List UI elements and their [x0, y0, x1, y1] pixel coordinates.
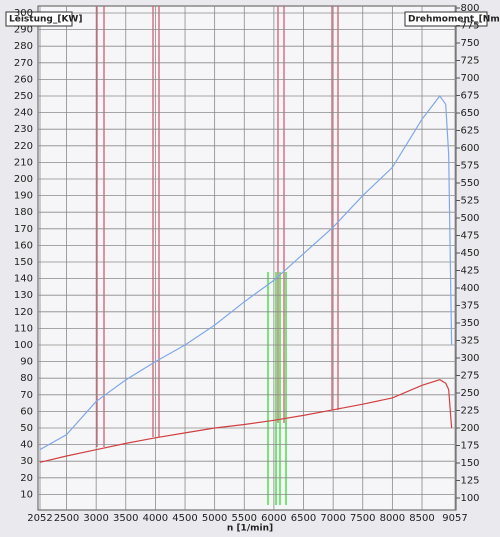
y2-tick-label: 575 [460, 161, 479, 172]
y-tick-label: 40 [20, 440, 33, 451]
x-tick-label: 3000 [83, 513, 108, 524]
y-tick-label: 80 [20, 373, 33, 384]
ylabel-box [5, 11, 73, 27]
y2-tick-label: 325 [460, 336, 479, 347]
y-tick-label: 70 [20, 390, 33, 401]
y2-tick-label: 275 [460, 371, 479, 382]
y2-tick-label: 625 [460, 126, 479, 137]
y2-tick-label: 700 [460, 73, 479, 84]
y-axis-label: Leistung_[KW] [9, 15, 82, 25]
y2-tick-label: 550 [460, 178, 479, 189]
y2-tick-label: 675 [460, 91, 479, 102]
y-tick-label: 230 [14, 124, 33, 135]
grid [38, 6, 456, 510]
x-tick-label: 7000 [320, 513, 345, 524]
y-tick-label: 250 [14, 91, 33, 102]
y2-tick-label: 725 [460, 56, 479, 67]
y2-tick-label: 600 [460, 143, 479, 154]
x-axis-label: n [1/min] [227, 524, 273, 534]
y2-tick-label: 775 [460, 21, 479, 32]
y-tick-label: 260 [14, 74, 33, 85]
y2-tick-label: 375 [460, 301, 479, 312]
y-tick-label: 190 [14, 191, 33, 202]
y-tick-label: 20 [20, 473, 33, 484]
x-tick-label: 6000 [261, 513, 286, 524]
y2-tick-label: 475 [460, 231, 479, 242]
x-tick-label: 2500 [54, 513, 79, 524]
series-line [39, 379, 453, 463]
y2-tick-label: 350 [460, 318, 479, 329]
y-tick-label: 170 [14, 224, 33, 235]
x-tick-label: 6500 [291, 513, 316, 524]
y-tick-label: 130 [14, 290, 33, 301]
x-tick-label: 4000 [143, 513, 168, 524]
x-tick-label: 5000 [202, 513, 227, 524]
y-tick-label: 220 [14, 141, 33, 152]
y-tick-label: 30 [20, 456, 33, 467]
x-tick-label: 8000 [380, 513, 405, 524]
y-tick-label: 140 [14, 274, 33, 285]
y2-tick-label: 450 [460, 248, 479, 259]
y-tick-label: 100 [14, 340, 33, 351]
y-tick-label: 60 [20, 406, 33, 417]
y-tick-label: 110 [14, 323, 33, 334]
y-tick-label: 10 [20, 489, 33, 500]
y-tick-label: 290 [14, 25, 33, 36]
x-tick-label: 5500 [232, 513, 257, 524]
y-tick-label: 210 [14, 157, 33, 168]
y2-tick-label: 175 [460, 441, 479, 452]
x-tick-label: 4500 [172, 513, 197, 524]
y-tick-label: 300 [14, 8, 33, 19]
y2-tick-label: 100 [460, 493, 479, 504]
y-tick-label: 200 [14, 174, 33, 185]
x-tick-label: 7500 [350, 513, 375, 524]
y2-tick-label: 650 [460, 108, 479, 119]
y-tick-label: 120 [14, 307, 33, 318]
y-tick-label: 150 [14, 257, 33, 268]
x-tick-label: 8500 [409, 513, 434, 524]
series-line [39, 94, 453, 451]
y2label-box [404, 11, 488, 27]
y-tick-label: 160 [14, 240, 33, 251]
y2-axis-label: Drehmoment_[Nm] [408, 15, 500, 25]
y2-tick-label: 250 [460, 388, 479, 399]
y2-tick-label: 400 [460, 283, 479, 294]
y2-tick-label: 500 [460, 213, 479, 224]
y2-tick-label: 525 [460, 196, 479, 207]
y-tick-label: 180 [14, 207, 33, 218]
y-tick-label: 270 [14, 58, 33, 69]
y2-tick-label: 150 [460, 458, 479, 469]
x-tick-label: 2052 [27, 513, 52, 524]
x-tick-label: 9057 [442, 513, 467, 524]
y2-tick-label: 300 [460, 353, 479, 364]
y2-tick-label: 800 [460, 3, 479, 14]
y2-tick-label: 225 [460, 406, 479, 417]
y-tick-label: 50 [20, 423, 33, 434]
y-tick-label: 240 [14, 108, 33, 119]
y-tick-label: 280 [14, 41, 33, 52]
y2-tick-label: 425 [460, 266, 479, 277]
y2-tick-label: 750 [460, 38, 479, 49]
lines [39, 94, 453, 463]
plot-area [37, 5, 457, 511]
y2-tick-label: 125 [460, 476, 479, 487]
x-tick-label: 3500 [113, 513, 138, 524]
y-tick-label: 90 [20, 357, 33, 368]
y2-tick-label: 200 [460, 423, 479, 434]
